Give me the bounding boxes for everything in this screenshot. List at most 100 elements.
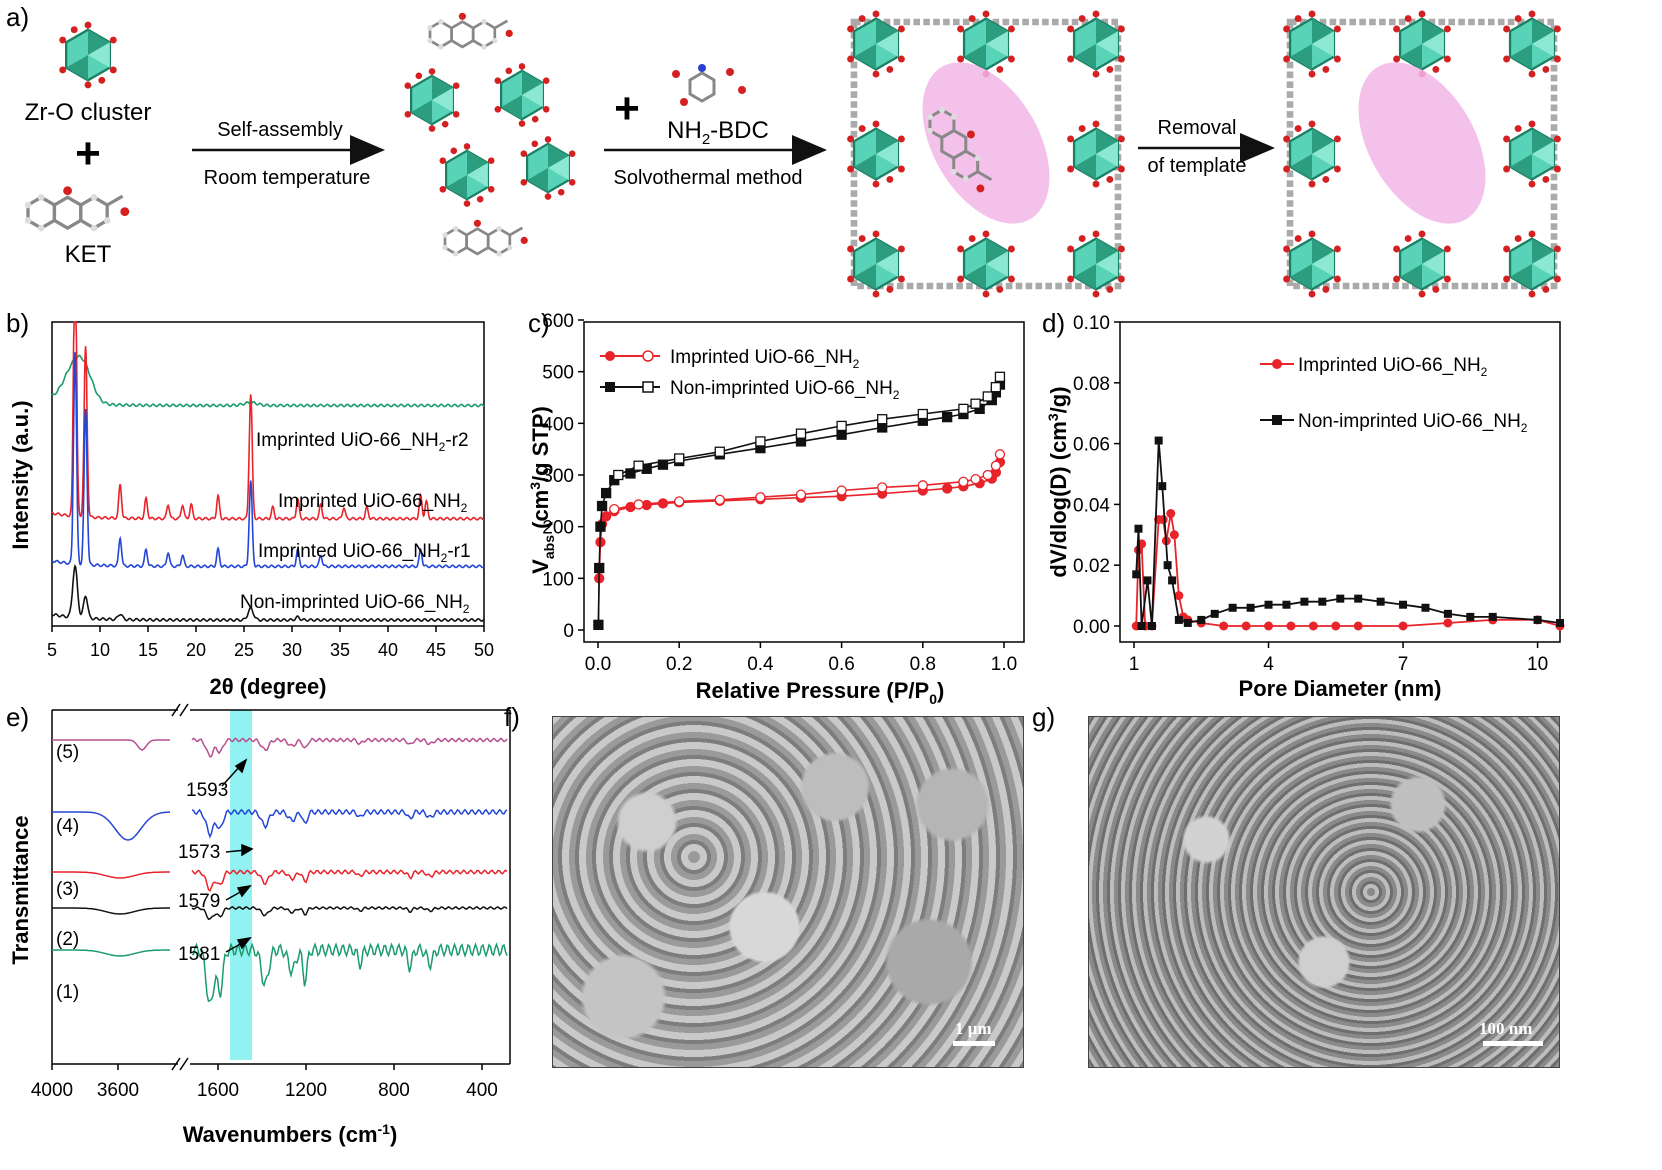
- isotherm-point: [795, 489, 807, 500]
- sem-f-scale-label: 1 μm: [955, 1019, 992, 1038]
- arrow2-bottom-label: Solvothermal method: [614, 167, 803, 189]
- ftir-trace-label-4: (4): [56, 816, 79, 837]
- ftir-xtick-label: 3600: [97, 1080, 139, 1101]
- isotherm-point: [795, 428, 807, 439]
- psd-point: [1282, 600, 1291, 609]
- nh2-bdc-molecule-image: [672, 64, 746, 106]
- psd-point: [1174, 615, 1183, 624]
- psd-point: [1169, 530, 1179, 540]
- isotherm-ytick-label: 500: [542, 363, 574, 384]
- psd-point: [1264, 600, 1273, 609]
- isotherm-chart: 0.0 0.2 0.4 0.6 0.8 1.0 0 100 200 300 400 500 600 Re…: [527, 311, 1025, 707]
- isotherm-xtick-label: 0.8: [910, 654, 936, 675]
- sem-image-g: 100 nm: [1088, 716, 1560, 1068]
- isotherm-legend: Imprinted UiO-66_NH2 Non-imprinted UiO-6…: [600, 347, 900, 402]
- isotherm-point: [596, 500, 608, 512]
- xrd-xtick-label: 20: [186, 640, 206, 660]
- isotherm-point: [714, 494, 725, 505]
- psd-legend-imprinted: Imprinted UiO-66_NH2: [1298, 355, 1488, 379]
- ftir-series-line-left: [52, 811, 171, 841]
- nh2-bdc-label: NH2-BDC: [667, 117, 769, 148]
- isotherm-point: [714, 446, 725, 457]
- isotherm-series-line: [597, 384, 1001, 625]
- xrd-label-imprinted: Imprinted UiO-66_NH2: [278, 491, 468, 515]
- ftir-xtick-label: 4000: [31, 1080, 73, 1101]
- isotherm-point: [593, 619, 604, 630]
- isotherm-point: [942, 483, 953, 494]
- isotherm-point: [595, 521, 606, 532]
- isotherm-point: [877, 482, 888, 493]
- ftir-chart: 4000 3600 1600 1200 800 400 Wavenumbers (cm-1…: [8, 703, 511, 1147]
- imprinted-cavity-framework-image: [1283, 11, 1561, 298]
- isotherm-point: [970, 398, 981, 409]
- ftir-series-line-right: [191, 808, 508, 839]
- psd-legend: Imprinted UiO-66_NH2 Non-imprinted UiO-6…: [1260, 355, 1528, 435]
- isotherm-ytick-label: 300: [542, 466, 574, 487]
- psd-point: [1443, 618, 1453, 628]
- xrd-xtick-label: 15: [138, 640, 158, 660]
- plus-sign-1: +: [75, 129, 101, 178]
- isotherm-ytick-label: 600: [542, 311, 574, 332]
- xrd-xtick-label: 35: [330, 640, 350, 660]
- ftir-annotation-1593: 1593: [186, 780, 228, 801]
- ftir-series-line-left: [52, 739, 170, 751]
- isotherm-ylabel: Vabs (cm3/g STP): [527, 406, 557, 574]
- psd-series-line: [1135, 440, 1561, 627]
- psd-point: [1353, 621, 1363, 631]
- sem-g-scale-label: 100 nm: [1479, 1019, 1533, 1038]
- ftir-trace-label-5: (5): [56, 742, 79, 763]
- psd-point: [1143, 576, 1152, 585]
- isotherm-point: [633, 460, 644, 471]
- isotherm-point: [755, 436, 766, 447]
- ftir-series-line-right: [191, 869, 508, 892]
- ftir-ylabel: Transmittance: [8, 815, 33, 964]
- ket-molecule-image: [23, 184, 131, 234]
- panel-label-g: g): [1032, 702, 1056, 732]
- panel-label-b: b): [6, 308, 30, 338]
- isotherm-point: [917, 480, 928, 491]
- isotherm-point: [600, 487, 612, 499]
- psd-point: [1246, 603, 1255, 612]
- sem-image-f: 1 μm: [552, 716, 1024, 1068]
- isotherm-xtick-label: 1.0: [991, 654, 1017, 675]
- psd-point: [1443, 609, 1452, 618]
- psd-point: [1174, 591, 1184, 601]
- psd-point: [1134, 524, 1143, 533]
- isotherm-point: [600, 511, 612, 522]
- ftir-annotation-1581: 1581: [178, 944, 220, 965]
- pore-size-chart: 1 4 7 10 0.00 0.02 0.04 0.06 0.08 0.10 Pore Diame…: [1045, 313, 1565, 701]
- sem-g-scalebar: [1483, 1041, 1543, 1046]
- ftir-trace-label-3: (3): [56, 879, 79, 900]
- isotherm-xtick-label: 0.6: [828, 654, 854, 675]
- psd-point: [1331, 621, 1341, 631]
- axis-break-marks: [171, 703, 189, 1071]
- psd-ytick-label: 0.08: [1073, 374, 1110, 395]
- isotherm-ytick-label: 100: [542, 569, 574, 590]
- psd-point: [1533, 615, 1542, 624]
- psd-ytick-label: 0.02: [1073, 556, 1110, 577]
- psd-point: [1183, 618, 1192, 627]
- xrd-label-r2: Imprinted UiO-66_NH2-r2: [256, 430, 469, 454]
- psd-point: [1219, 621, 1229, 631]
- isotherm-series-line: [597, 461, 1001, 625]
- ftir-trace-label-1: (1): [56, 982, 79, 1003]
- xrd-xtick-label: 10: [90, 640, 110, 660]
- xrd-series-line: [51, 352, 485, 569]
- psd-xtick-label: 7: [1398, 654, 1409, 675]
- ftir-xtick-label: 1200: [285, 1080, 327, 1101]
- psd-point: [1197, 615, 1206, 624]
- psd-point: [1163, 561, 1172, 570]
- isotherm-point: [613, 469, 624, 481]
- isotherm-point: [917, 408, 928, 420]
- isotherm-point: [633, 499, 644, 510]
- psd-point: [1488, 612, 1497, 621]
- isotherm-ytick-label: 400: [542, 414, 574, 435]
- psd-xlabel: Pore Diameter (nm): [1239, 676, 1442, 701]
- isotherm-point: [982, 469, 993, 481]
- xrd-plot-frame: [51, 321, 485, 627]
- psd-ytick-label: 0.06: [1073, 435, 1110, 456]
- panel-label-f: f): [504, 702, 520, 732]
- psd-point: [1336, 594, 1345, 603]
- arrow1-top-label: Self-assembly: [217, 119, 343, 141]
- xrd-series-line: [51, 564, 485, 622]
